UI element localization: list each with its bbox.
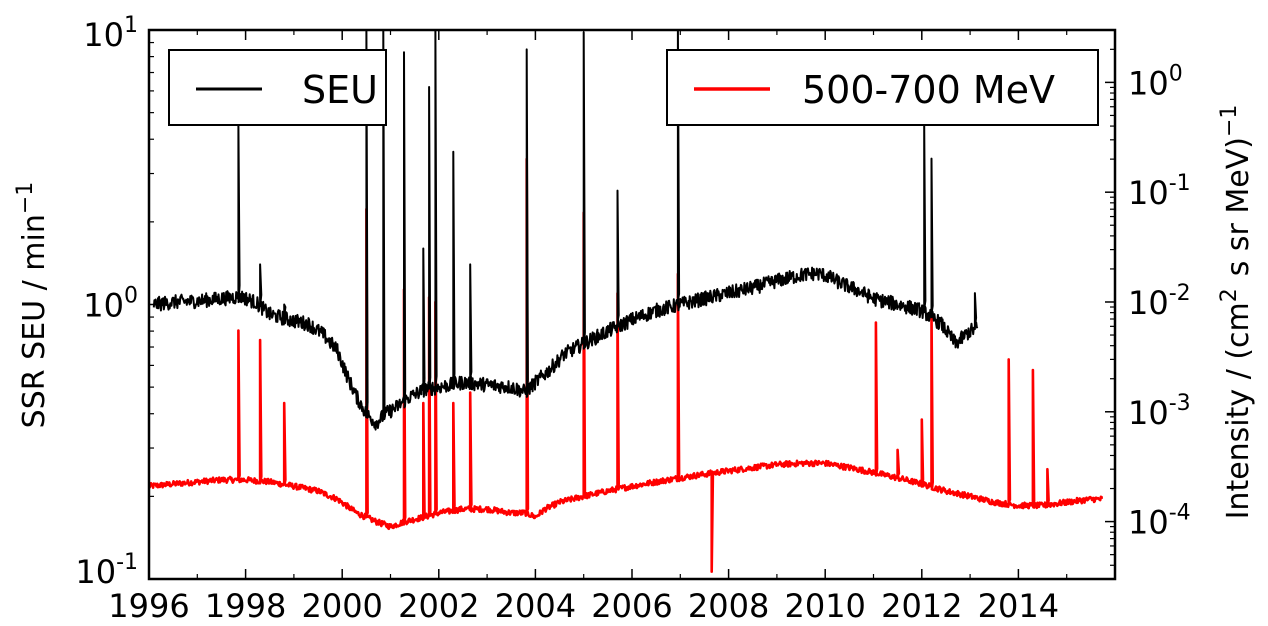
y-left-axis-label-exp: −1 <box>13 182 38 214</box>
y-right-tick-label: 10-1 <box>1128 171 1191 212</box>
legend-seu: SEU <box>168 49 387 126</box>
series-mev <box>149 157 1104 573</box>
y-left-tick-label: 10-1 <box>75 550 138 591</box>
legend-mev-label: 500-700 MeV <box>802 68 1055 112</box>
y-left-tick-label: 100 <box>83 284 138 325</box>
series-line-mev <box>149 157 1104 573</box>
y-right-axis-label-mid: s sr MeV) <box>1221 137 1256 276</box>
x-tick-label: 2000 <box>301 587 382 625</box>
series-seu <box>152 30 979 431</box>
y-right-tick-label: 10-2 <box>1128 281 1191 322</box>
x-tick-label: 2002 <box>398 587 479 625</box>
tick-layer: 1996 1998 2000 2002 2004 2006 2008 2010 2012 2014… <box>75 13 1190 625</box>
x-tick-label: 1998 <box>205 587 286 625</box>
y-right-tick-label: 10-3 <box>1128 391 1191 432</box>
y-left-axis-label: SSR SEU / min <box>17 214 52 428</box>
legend-mev: 500-700 MeV <box>666 49 1099 126</box>
y-right-axis-label-exp1: 2 <box>1217 288 1242 302</box>
y-right-axis-label-prefix: Intensity / (cm <box>1221 302 1256 519</box>
y-left-tick-label: 101 <box>83 13 138 54</box>
series-layer <box>149 30 1104 573</box>
y-right-axis-title: Intensity / (cm2 s sr MeV)−1 <box>1217 105 1256 520</box>
y-left-axis-title: SSR SEU / min−1 <box>13 182 52 429</box>
x-tick-label: 2004 <box>495 587 576 625</box>
x-tick-label: 2014 <box>978 587 1059 625</box>
series-line-seu <box>152 30 979 431</box>
x-tick-label: 2010 <box>784 587 865 625</box>
y-right-tick-label: 10-4 <box>1128 501 1191 542</box>
x-tick-label: 2012 <box>881 587 962 625</box>
x-tick-label: 1996 <box>108 587 189 625</box>
x-tick-label: 2008 <box>688 587 769 625</box>
y-right-axis-label-exp2: −1 <box>1217 105 1242 137</box>
y-right-tick-label: 100 <box>1128 61 1183 102</box>
legend-seu-label: SEU <box>302 68 378 112</box>
x-tick-label: 2006 <box>591 587 672 625</box>
